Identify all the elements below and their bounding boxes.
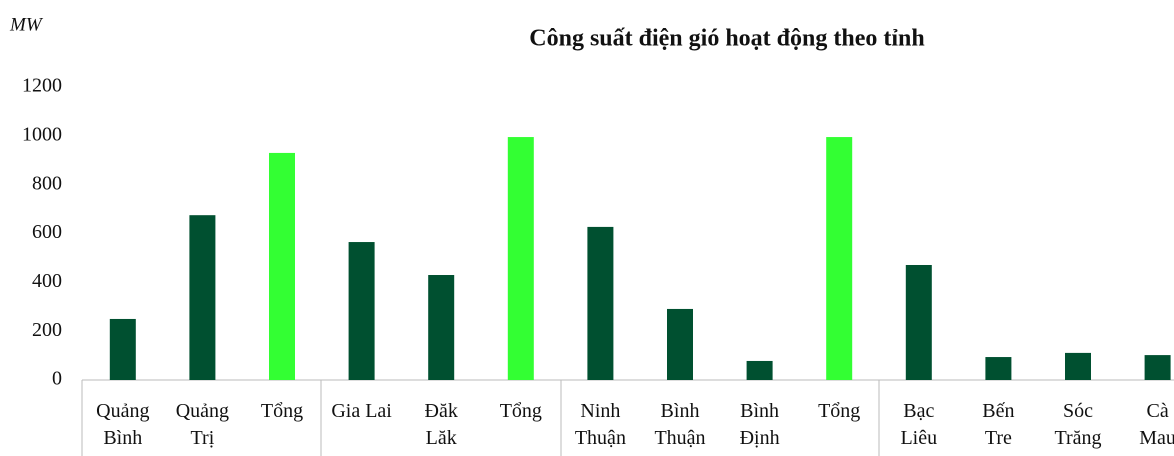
x-tick-label-line: Đăk [425, 400, 458, 422]
bar [905, 264, 932, 380]
y-tick-label: 0 [52, 368, 62, 390]
x-tick-label-line: Bình [740, 400, 779, 422]
bar [667, 308, 693, 380]
bar [507, 137, 534, 380]
x-tick-label-line: Bình [661, 400, 700, 422]
bar [826, 137, 853, 380]
x-tick-label-line: Tổng [261, 400, 303, 422]
x-tick-label-line: Định [740, 427, 780, 449]
bar [348, 242, 375, 380]
x-tick-label: Bình Thuận [654, 400, 705, 449]
x-tick-label-line: Thuận [654, 427, 705, 449]
x-tick-label-line: Tre [985, 427, 1012, 449]
x-tick-label: Gia Lai [331, 400, 392, 422]
x-tick-label: Bạc Liêu [900, 400, 937, 449]
bar [746, 360, 773, 380]
x-tick-label-line: Lăk [426, 427, 457, 449]
y-tick-label: 600 [32, 221, 62, 243]
x-tick-label-line: Trị [191, 427, 215, 449]
bar [1065, 352, 1091, 380]
y-tick-label: 400 [32, 270, 62, 292]
x-tick-label-line: Bến [982, 400, 1014, 422]
bar [269, 152, 295, 380]
x-tick-label-line: Quảng [176, 400, 229, 422]
y-tick-label: 1200 [22, 75, 62, 97]
bar [1144, 355, 1171, 380]
x-tick-label-line: Quảng [96, 400, 149, 422]
x-tick-label-line: Gia Lai [331, 400, 392, 422]
y-tick-label: 1000 [22, 123, 62, 145]
chart-title: Công suất điện gió hoạt động theo tỉnh [529, 26, 924, 52]
x-tick-label: Cà Mau [1139, 400, 1174, 449]
y-tick-label: 200 [32, 319, 62, 341]
x-tick-label-line: Bình [103, 427, 142, 449]
x-tick-label: Ninh Thuận [575, 400, 626, 449]
bar [189, 215, 216, 380]
x-tick-label-line: Trăng [1054, 427, 1101, 449]
x-tick-label: Bến Tre [982, 400, 1014, 449]
x-tick-label-line: Cà [1146, 400, 1168, 422]
x-tick-label: Tổng [500, 400, 542, 422]
bar [109, 318, 136, 380]
x-tick-label-line: Ninh [580, 400, 620, 422]
x-tick-label-line: Tổng [500, 400, 542, 422]
x-tick-label-line: Bạc [903, 400, 934, 422]
bar [587, 226, 614, 380]
x-tick-label: Tổng [261, 400, 303, 422]
x-tick-label-line: Thuận [575, 427, 626, 449]
x-tick-label: Quảng Trị [176, 400, 229, 449]
x-tick-label: Bình Định [740, 400, 780, 449]
x-tick-label-line: Tổng [818, 400, 860, 422]
x-tick-label: Đăk Lăk [425, 400, 458, 449]
x-tick-label-line: Sóc [1063, 400, 1093, 422]
x-tick-label: Tổng [818, 400, 860, 422]
bar [428, 275, 455, 380]
x-tick-label: Sóc Trăng [1054, 400, 1101, 449]
x-tick-label: Quảng Bình [96, 400, 149, 449]
y-axis-unit: MW [9, 14, 44, 35]
bar [985, 357, 1012, 380]
y-tick-label: 800 [32, 172, 62, 194]
x-tick-label-line: Liêu [900, 427, 937, 449]
x-tick-label-line: Mau [1139, 427, 1174, 449]
